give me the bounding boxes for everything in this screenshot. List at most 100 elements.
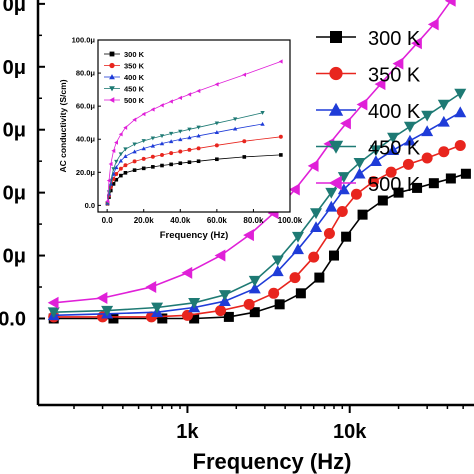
data-point	[403, 134, 416, 146]
legend-marker	[330, 31, 342, 43]
data-point	[445, 173, 456, 184]
data-point	[291, 243, 304, 255]
data-point	[307, 159, 319, 172]
x-tick-label: 10k	[333, 421, 367, 443]
data-point	[157, 313, 168, 324]
data-point	[189, 313, 200, 324]
data-point	[356, 98, 368, 111]
inset-plot: 0.0 20.0μ 40.0μ 60.0μ 80.0μ 100.0μ 0.0 20.0k 40.…	[58, 36, 303, 242]
legend-marker	[328, 140, 344, 154]
data-point	[223, 311, 234, 322]
inset-y-tick-label: 40.0μ	[76, 135, 96, 144]
legend-label: 300 K	[368, 28, 421, 50]
data-point	[357, 209, 368, 220]
x-tick-label: 1k	[176, 421, 199, 443]
data-point	[444, 0, 456, 7]
data-point	[111, 148, 116, 153]
data-point	[119, 173, 123, 178]
data-point	[145, 281, 157, 294]
data-point	[232, 126, 238, 131]
data-point	[232, 117, 238, 122]
data-point	[291, 231, 304, 243]
data-point	[187, 127, 192, 132]
data-point	[150, 107, 155, 112]
data-point	[218, 290, 231, 301]
data-point	[108, 161, 113, 167]
data-point	[393, 187, 404, 198]
data-point	[288, 183, 300, 196]
data-point	[377, 195, 388, 206]
data-point	[427, 18, 439, 31]
data-point	[101, 305, 114, 317]
data-point	[141, 139, 146, 144]
inset-legend-marker	[109, 97, 115, 103]
data-point	[402, 158, 414, 170]
data-point	[159, 141, 165, 146]
data-point	[168, 131, 174, 136]
data-point	[340, 117, 351, 130]
data-point	[114, 171, 119, 176]
inset-series-500-k	[105, 59, 283, 204]
data-point	[187, 147, 192, 152]
x-axis-title: Frequency (Hz)	[193, 449, 352, 474]
data-point	[118, 166, 123, 171]
data-point	[374, 78, 386, 91]
data-point	[160, 163, 164, 168]
y-tick-label: 0μ	[3, 0, 26, 16]
data-point	[411, 37, 422, 50]
y-tick-label: 0.0	[0, 308, 26, 330]
series-line	[107, 112, 263, 203]
inset-x-tick-label: 80.0k	[243, 216, 264, 225]
data-point	[214, 121, 220, 126]
data-point	[260, 121, 265, 126]
inset-y-tick-label: 60.0μ	[76, 102, 96, 111]
data-point	[181, 266, 193, 279]
data-point	[141, 156, 146, 161]
data-point	[243, 229, 254, 242]
data-point	[178, 137, 183, 142]
data-point	[369, 145, 382, 157]
inset-x-tick-label: 0.0	[102, 216, 114, 225]
data-point	[106, 178, 111, 183]
data-point	[178, 161, 183, 166]
data-point	[412, 182, 423, 193]
data-point	[248, 275, 261, 287]
data-point	[421, 125, 434, 137]
data-point	[123, 125, 128, 130]
data-point	[150, 143, 156, 148]
inset-x-tick-label: 20.0k	[134, 216, 155, 225]
inset-frame	[97, 39, 291, 213]
data-point	[187, 135, 192, 140]
data-point	[438, 146, 450, 158]
data-point	[151, 165, 155, 169]
inset-legend-marker	[109, 62, 115, 69]
data-point	[196, 133, 201, 138]
data-point	[141, 111, 146, 117]
data-point	[47, 307, 60, 319]
data-point	[295, 288, 306, 299]
data-point	[47, 296, 59, 309]
data-point	[454, 106, 467, 118]
inset-series-350-k	[105, 134, 283, 206]
data-point	[243, 298, 255, 310]
data-point	[123, 147, 128, 152]
inset-legend: 300 K 350 K 400 K 450 K 500 K	[104, 50, 145, 105]
series-line	[107, 61, 282, 202]
legend-marker	[329, 66, 343, 81]
legend-label: 500 K	[368, 174, 421, 196]
data-point	[460, 168, 471, 179]
data-point	[168, 139, 174, 144]
inset-series-400-k	[105, 121, 265, 205]
data-point	[242, 72, 247, 77]
y-tick-label: 0μ	[3, 57, 26, 79]
data-point	[248, 282, 261, 294]
inset-x-tick-label: 40.0k	[170, 216, 191, 225]
series-400-k	[47, 106, 467, 321]
data-point	[132, 168, 137, 172]
data-point	[96, 292, 108, 305]
data-point	[168, 99, 173, 104]
data-point	[310, 208, 323, 220]
data-point	[279, 153, 283, 157]
series-450-k	[47, 88, 467, 319]
data-point	[268, 287, 280, 299]
